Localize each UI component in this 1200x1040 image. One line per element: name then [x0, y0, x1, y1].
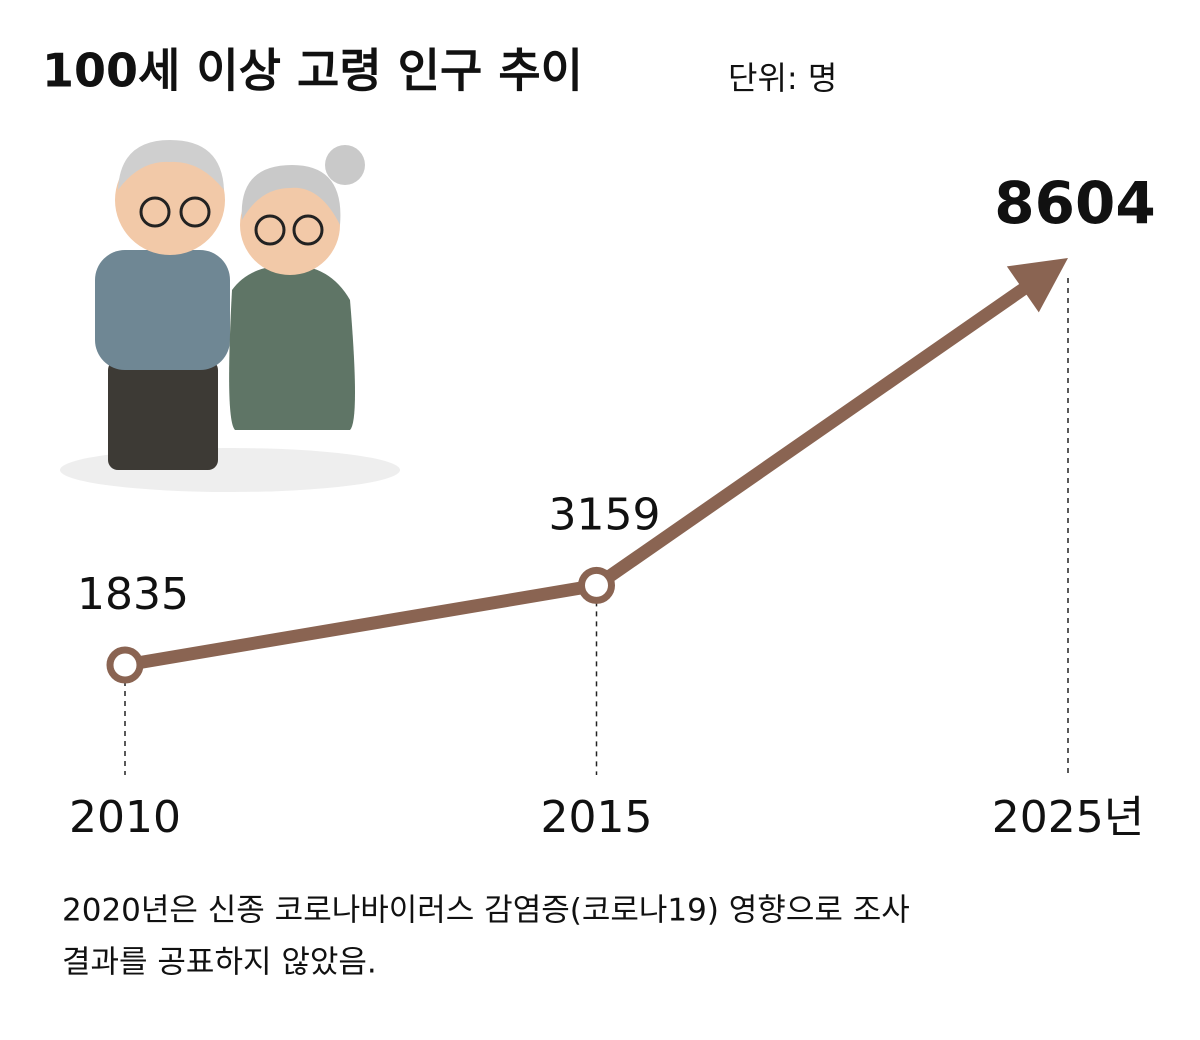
x-tick-label: 2025년 — [992, 792, 1144, 843]
chart-title: 100세 이상 고령 인구 추이 — [42, 44, 583, 98]
note: 2020년은 신종 코로나바이러스 감염증(코로나19) 영향으로 조사 — [62, 893, 910, 929]
point — [578, 566, 615, 604]
value-label: 1835 — [77, 569, 189, 620]
note: 결과를 공표하지 않았음. — [62, 945, 377, 981]
chart-subtitle: 단위: 명 — [728, 59, 837, 97]
arrow-head — [1006, 258, 1068, 313]
value-label: 8604 — [994, 169, 1155, 237]
x-tick-label: 2010 — [69, 792, 181, 843]
value-label: 3159 — [549, 489, 661, 540]
illustration — [60, 140, 400, 492]
x-tick-label: 2015 — [541, 792, 653, 843]
point — [106, 646, 144, 684]
